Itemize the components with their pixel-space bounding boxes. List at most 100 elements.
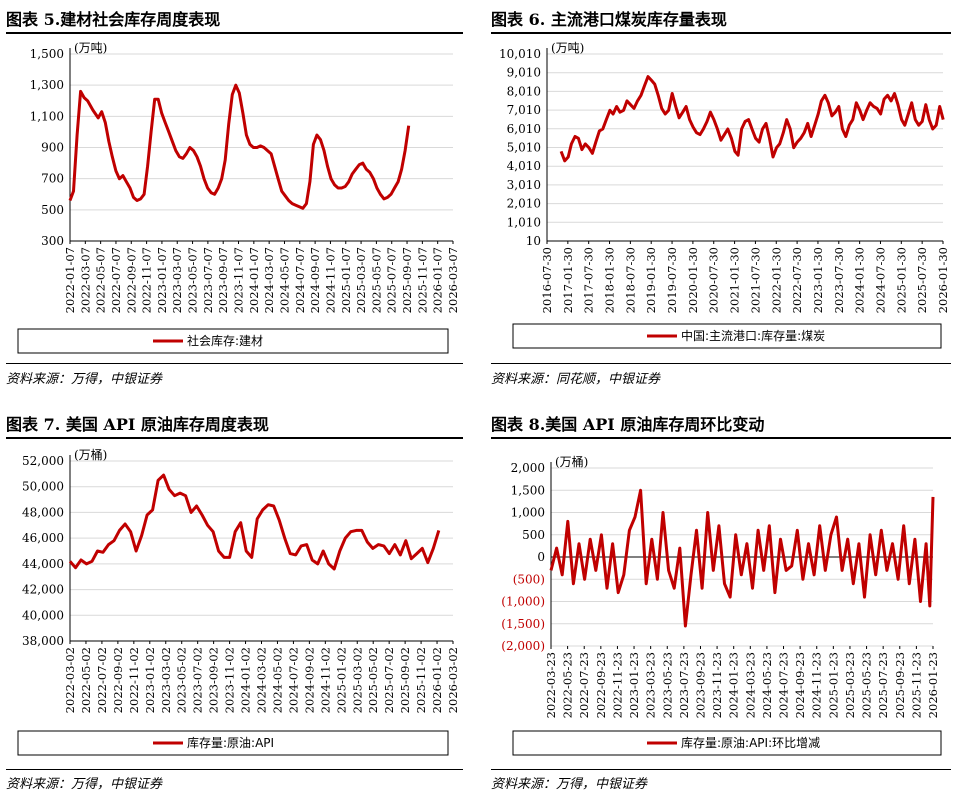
y-tick-label: 2,000 — [511, 461, 545, 475]
x-tick-label: 2025-05-02 — [366, 647, 380, 713]
x-tick-label: 2019-07-30 — [665, 247, 679, 313]
x-tick-label: 2022-01-07 — [63, 247, 77, 313]
y-tick-label: 5,010 — [507, 141, 541, 155]
y-tick-label: 48,000 — [22, 505, 64, 519]
x-tick-label: 2022-03-23 — [544, 652, 558, 718]
x-tick-label: 2022-07-07 — [109, 247, 123, 313]
x-tick-label: 2024-07-30 — [873, 247, 887, 313]
x-tick-label: 2023-07-07 — [201, 247, 215, 313]
x-tick-label: 2022-11-02 — [127, 647, 141, 713]
chart-source-1: 资料来源：万得，中银证券 — [6, 372, 163, 387]
x-tick-label: 2022-11-07 — [140, 247, 154, 313]
x-tick-label: 2025-09-07 — [400, 247, 414, 313]
title-rule-4 — [491, 437, 951, 439]
title-rule-2 — [491, 32, 951, 34]
y-tick-label: 42,000 — [22, 583, 64, 597]
line-chart-3: 38,000 40,000 42,000 44,000 46,000 48,000 50,0… — [17, 447, 460, 756]
chart-source-3: 资料来源：万得，中银证券 — [6, 777, 163, 792]
x-tick-label: 2025-01-23 — [826, 652, 840, 718]
x-tick-label: 2024-09-07 — [308, 247, 322, 313]
y-tick-label: 4,010 — [507, 159, 541, 173]
legend-box — [17, 730, 449, 756]
x-tick-label: 2023-09-02 — [207, 647, 221, 713]
x-tick-label: 2024-05-07 — [277, 247, 291, 313]
legend-label: 库存量:原油:API:环比增减 — [681, 735, 820, 750]
series-line — [549, 488, 935, 628]
unit-label: (万吨) — [551, 41, 584, 55]
x-tick-label: 2018-07-30 — [623, 247, 637, 313]
x-tick-label: 2024-07-07 — [293, 247, 307, 313]
y-tick-label: 1,500 — [30, 47, 64, 61]
x-tick-label: 2023-09-23 — [693, 652, 707, 718]
y-tick-label: (500) — [513, 572, 545, 586]
source-rule-4 — [491, 769, 951, 770]
y-tick-label: 1,010 — [507, 215, 541, 229]
x-tick-label: 2022-11-23 — [610, 652, 624, 718]
line-chart-4: (2,000) (1,500) (1,000) (500) 0 500 1,000 1,500… — [501, 454, 942, 756]
x-tick-label: 2024-07-23 — [777, 652, 791, 718]
x-tick-label: 2025-07-02 — [382, 647, 396, 713]
x-tick-label: 2023-03-07 — [170, 247, 184, 313]
chart-panel-4: 图表 8.美国 API 原油库存周环比变动 (2,000) (1,500) (1,0… — [491, 411, 951, 803]
x-tick-label: 2022-05-23 — [561, 652, 575, 718]
x-tick-label: 2024-05-02 — [270, 647, 284, 713]
unit-label: (万桶) — [555, 454, 588, 469]
y-tick-label: (2,000) — [501, 639, 545, 653]
x-tick-label: 2025-01-30 — [894, 247, 908, 313]
x-tick-label: 2021-01-30 — [728, 247, 742, 313]
x-tick-label: 2024-11-07 — [323, 247, 337, 313]
x-tick-label: 2023-03-23 — [644, 652, 658, 718]
x-tick-label: 2024-03-07 — [262, 247, 276, 313]
chart-source-4: 资料来源：万得，中银证券 — [491, 777, 648, 792]
unit-label: (万桶) — [74, 447, 107, 462]
source-rule-1 — [6, 363, 463, 364]
y-tick-label: 9,010 — [507, 66, 541, 80]
unit-label: (万吨) — [74, 41, 107, 55]
x-tick-label: 2023-11-07 — [232, 247, 246, 313]
x-tick-label: 2023-11-23 — [710, 652, 724, 718]
y-tick-label: 700 — [41, 172, 64, 186]
x-tick-label: 2024-09-23 — [793, 652, 807, 718]
x-tick-label: 2022-03-07 — [78, 247, 92, 313]
x-tick-label: 2023-05-07 — [186, 247, 200, 313]
x-tick-label: 2025-05-23 — [860, 652, 874, 718]
line-chart-2: 10 1,010 2,010 3,010 4,010 5,010 6,010 7,010 8,0… — [499, 41, 950, 349]
chart-title-2: 图表 6. 主流港口煤炭库存量表现 — [491, 10, 727, 29]
x-tick-label: 2023-05-23 — [660, 652, 674, 718]
legend-label: 库存量:原油:API — [187, 735, 274, 750]
chart-panel-3: 图表 7. 美国 API 原油库存周度表现 38,000 40,000 42,000… — [6, 411, 463, 803]
x-tick-label: 2023-07-23 — [677, 652, 691, 718]
x-tick-label: 2024-03-23 — [743, 652, 757, 718]
x-tick-label: 2025-11-02 — [414, 647, 428, 713]
y-tick-label: 8,010 — [507, 84, 541, 98]
x-tick-label: 2025-07-30 — [915, 247, 929, 313]
y-tick-label: 3,010 — [507, 178, 541, 192]
chart-title-4: 图表 8.美国 API 原油库存周环比变动 — [491, 415, 765, 434]
y-tick-label: 900 — [41, 141, 64, 155]
x-tick-label: 2024-03-02 — [255, 647, 269, 713]
x-tick-label: 2022-07-30 — [790, 247, 804, 313]
x-tick-label: 2025-01-07 — [339, 247, 353, 313]
x-tick-label: 2023-07-02 — [191, 647, 205, 713]
x-tick-label: 2026-03-02 — [446, 647, 460, 713]
y-tick-label: 1,500 — [511, 483, 545, 497]
x-tick-label: 2024-01-30 — [853, 247, 867, 313]
y-tick-label: 38,000 — [22, 634, 64, 648]
legend-box — [512, 730, 942, 756]
x-tick-label: 2025-07-23 — [876, 652, 890, 718]
x-tick-label: 2026-01-23 — [926, 652, 940, 718]
series-line — [68, 473, 441, 571]
x-tick-label: 2026-01-02 — [430, 647, 444, 713]
x-tick-label: 2022-07-23 — [577, 652, 591, 718]
x-tick-label: 2025-11-23 — [909, 652, 923, 718]
x-tick-label: 2022-01-30 — [769, 247, 783, 313]
x-tick-label: 2023-03-02 — [159, 647, 173, 713]
x-tick-label: 2025-09-02 — [398, 647, 412, 713]
x-tick-label: 2024-01-23 — [727, 652, 741, 718]
title-rule-1 — [6, 32, 463, 34]
x-tick-label: 2025-03-23 — [843, 652, 857, 718]
x-tick-label: 2022-09-02 — [111, 647, 125, 713]
x-tick-label: 2022-07-02 — [95, 647, 109, 713]
x-tick-label: 2020-07-30 — [707, 247, 721, 313]
chart-panel-1: 图表 5.建材社会库存周度表现 300 500 700 900 1,100 1,300 1,… — [6, 6, 463, 396]
